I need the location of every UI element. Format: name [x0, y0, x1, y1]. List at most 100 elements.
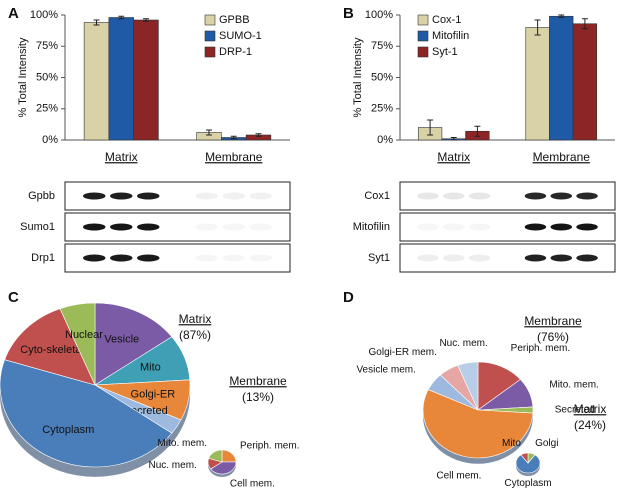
blot-band [137, 254, 160, 262]
legend-swatch [204, 30, 216, 42]
legend-label: DRP-1 [219, 46, 252, 58]
y-tick-label: 100% [30, 9, 58, 21]
slice-label: Nuclear [65, 329, 103, 341]
slice-label: Golgi-ER mem. [369, 347, 437, 358]
blot-band [249, 192, 272, 200]
blot-band [195, 254, 218, 262]
blot-label: Sumo1 [20, 221, 55, 233]
blot-band [443, 223, 465, 231]
blot-band [524, 192, 547, 200]
y-tick-label: 0% [377, 134, 393, 146]
y-tick-label: 50% [36, 71, 58, 83]
slice-label: Vesicle mem. [356, 365, 415, 376]
x-tick-label: Matrix [437, 150, 470, 164]
slice-label: Mito. mem. [549, 380, 598, 391]
blot-band [110, 223, 133, 231]
pie-title: Membrane [524, 314, 582, 328]
blot-band [249, 223, 272, 231]
x-tick-label: Membrane [533, 150, 591, 164]
panel-label: D [343, 289, 354, 306]
blot-band [468, 254, 491, 262]
pie-slice [208, 449, 223, 463]
slice-label: Vesicle [104, 334, 139, 346]
slice-label: Mito. mem. [158, 438, 207, 449]
blot-band [550, 254, 572, 262]
blot-label: Cox1 [364, 190, 390, 202]
y-tick-label: 50% [371, 71, 393, 83]
blot-band [110, 254, 133, 262]
blot-band [417, 223, 439, 231]
blot-label: Mitofilin [353, 221, 390, 233]
slice-label: Mito [502, 438, 521, 449]
blot-band [417, 192, 439, 200]
legend-label: Mitofilin [432, 30, 469, 42]
bar [83, 22, 110, 141]
pie-slice [210, 461, 237, 475]
legend-swatch [204, 14, 216, 26]
pie-slice [422, 389, 534, 459]
blot-label: Drp1 [31, 252, 55, 264]
pie-subtitle: (87%) [179, 328, 211, 342]
slice-label: Nuc. mem. [148, 460, 196, 471]
pie-subtitle: (76%) [537, 330, 569, 344]
slice-label: Periph. mem. [511, 343, 570, 354]
legend-label: GPBB [219, 14, 250, 26]
pie-slice [520, 452, 529, 464]
bar [549, 15, 574, 141]
slice-label: Nuc. mem. [439, 338, 487, 349]
blot-band [249, 254, 272, 262]
blot-band [110, 192, 133, 200]
y-tick-label: 25% [36, 103, 58, 115]
bar [133, 19, 159, 141]
blot-band [222, 192, 245, 200]
pie-slice [221, 449, 237, 463]
y-axis-title: % Total Intensity [17, 37, 29, 117]
pie-slice [0, 359, 173, 468]
slice-label: Cyto-skeletal [20, 344, 84, 356]
x-tick-label: Membrane [205, 150, 263, 164]
legend-swatch [204, 46, 216, 58]
blot-band [576, 254, 598, 262]
slice-label: Mito [140, 362, 161, 374]
legend-label: Cox-1 [432, 14, 461, 26]
blot-band [83, 223, 106, 231]
legend-swatch [417, 30, 429, 42]
panel-label: C [8, 289, 19, 306]
slice-label: Cytoplasm [42, 424, 94, 436]
slice-label: Secreted [555, 405, 595, 416]
legend-swatch [417, 14, 429, 26]
pie-slice [59, 302, 96, 386]
blot-band [524, 223, 547, 231]
pie-title: Matrix [179, 312, 212, 326]
pie-slice [94, 302, 173, 386]
blot-label: Syt1 [368, 252, 390, 264]
blot-band [222, 254, 245, 262]
pie-slice [515, 454, 541, 474]
blot-band [137, 192, 160, 200]
blot-label: Gpbb [28, 190, 55, 202]
blot-band [195, 192, 218, 200]
blot-band [83, 192, 106, 200]
blot-band [550, 192, 572, 200]
legend-label: Syt-1 [432, 46, 458, 58]
y-tick-label: 75% [371, 40, 393, 52]
pie-slice [4, 308, 96, 386]
panel-label: A [8, 5, 19, 22]
y-tick-label: 25% [371, 103, 393, 115]
blot-band [222, 223, 245, 231]
panel-label: B [343, 5, 354, 22]
y-tick-label: 0% [42, 134, 58, 146]
blot-band [550, 223, 572, 231]
blot-band [468, 223, 491, 231]
blot-band [195, 223, 218, 231]
slice-label: Cytoplasm [504, 478, 551, 489]
y-tick-label: 100% [365, 9, 393, 21]
pie-slice [457, 361, 479, 411]
legend-label: SUMO-1 [219, 30, 262, 42]
slice-label: Cell mem. [436, 471, 481, 482]
blot-band [417, 254, 439, 262]
x-tick-label: Matrix [105, 150, 138, 164]
slice-label: Periph. mem. [240, 440, 299, 451]
slice-label: Golgi [535, 438, 558, 449]
